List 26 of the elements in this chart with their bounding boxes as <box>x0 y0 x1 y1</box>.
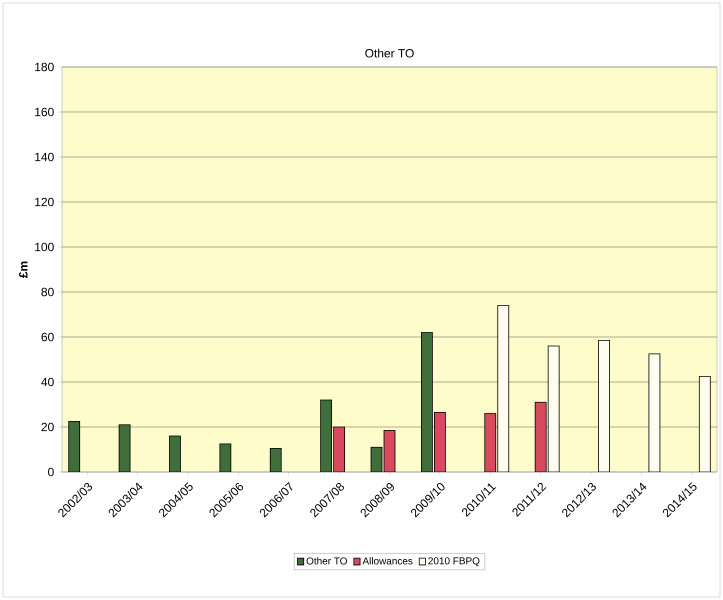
bar <box>497 305 510 472</box>
y-tick-label: 100 <box>35 242 54 252</box>
chart-title: Other TO <box>365 48 414 58</box>
legend-label: 2010 FBPQ <box>428 557 480 566</box>
bar <box>421 332 433 472</box>
bar <box>598 340 610 472</box>
bar <box>68 420 80 472</box>
y-tick-label: 20 <box>42 422 54 432</box>
bar <box>548 346 560 472</box>
legend-label: Allowances <box>362 557 412 564</box>
y-axis-title: £m <box>19 262 28 278</box>
y-tick-label: 180 <box>35 62 54 72</box>
y-tick-label: 160 <box>35 108 54 116</box>
y-tick-label: 140 <box>35 152 54 162</box>
bar <box>648 353 660 472</box>
y-tick-label: 120 <box>35 198 54 206</box>
y-tick-label: 0 <box>48 468 54 476</box>
bar <box>534 402 547 472</box>
bar <box>270 448 282 472</box>
bar <box>698 376 711 472</box>
legend-label: Other TO <box>306 557 347 564</box>
y-tick-label: 80 <box>41 288 54 296</box>
bar <box>484 413 496 472</box>
bar <box>320 400 332 472</box>
y-tick-label: 60 <box>42 332 54 342</box>
y-tick-label: 40 <box>41 378 54 386</box>
